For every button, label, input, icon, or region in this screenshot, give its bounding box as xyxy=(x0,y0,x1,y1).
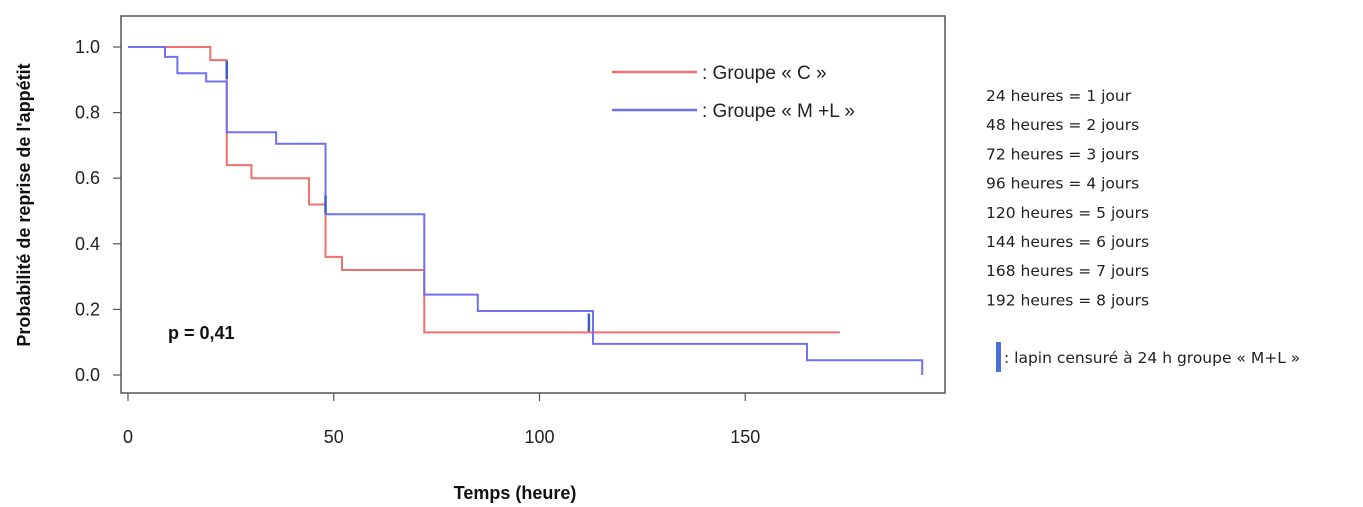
legend: : Groupe « C » : Groupe « M +L » xyxy=(612,63,855,122)
conversion-note: 120 heures = 5 jours xyxy=(986,204,1149,222)
conversion-note: 192 heures = 8 jours xyxy=(986,291,1149,309)
x-tick-label: 150 xyxy=(730,427,760,447)
conversion-note: 144 heures = 6 jours xyxy=(986,233,1149,251)
plot-frame xyxy=(120,15,946,394)
x-tick-label: 100 xyxy=(524,427,554,447)
y-tick-label: 1.0 xyxy=(75,37,100,57)
legend-label-group-c: : Groupe « C » xyxy=(702,63,827,84)
y-axis-label: Probabilité de reprise de l'appétit xyxy=(14,63,34,346)
conversion-notes: 24 heures = 1 jour 48 heures = 2 jours 72 … xyxy=(986,87,1149,309)
series-lines xyxy=(128,46,924,375)
conversion-note: 168 heures = 7 jours xyxy=(986,262,1149,280)
conversion-note: 48 heures = 2 jours xyxy=(986,116,1139,134)
x-tick-label: 0 xyxy=(123,427,133,447)
series-line-group-ml xyxy=(128,46,924,375)
y-tick-label: 0.8 xyxy=(75,103,100,123)
p-value-annotation: p = 0,41 xyxy=(168,323,235,343)
x-axis-label: Temps (heure) xyxy=(454,483,577,503)
y-tick-label: 0.4 xyxy=(75,234,100,254)
y-tick-label: 0.0 xyxy=(75,365,100,385)
conversion-note: 72 heures = 3 jours xyxy=(986,145,1139,163)
legend-label-group-ml: : Groupe « M +L » xyxy=(702,101,855,122)
axis-ticks: 0.0 0.2 0.4 0.6 0.8 1.0 0 50 100 150 xyxy=(75,37,760,447)
y-tick-label: 0.2 xyxy=(75,299,100,319)
conversion-note: 96 heures = 4 jours xyxy=(986,175,1139,193)
x-tick-label: 50 xyxy=(324,427,344,447)
censor-legend-text: : lapin censuré à 24 h groupe « M+L » xyxy=(1004,349,1300,367)
conversion-note: 24 heures = 1 jour xyxy=(986,87,1132,105)
censor-marker-legend xyxy=(996,342,1001,372)
series-line-group-c xyxy=(128,46,840,334)
y-tick-label: 0.6 xyxy=(75,168,100,188)
